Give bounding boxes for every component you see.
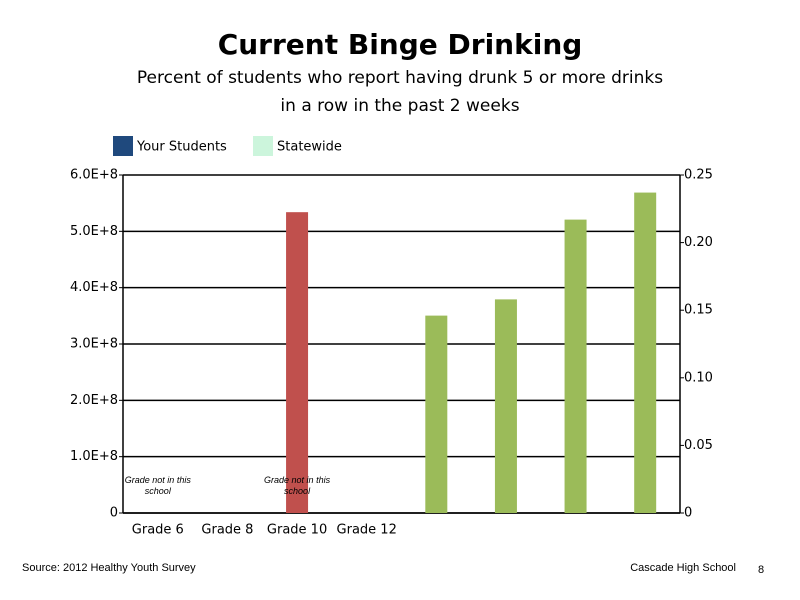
x-tick-label: Grade 8: [201, 523, 253, 538]
legend-swatch: [113, 136, 133, 156]
legend-label: Statewide: [277, 140, 342, 155]
y2-tick-label: 0.05: [684, 438, 713, 453]
x-tick-label: Grade 12: [337, 523, 397, 538]
page-number: 8: [758, 564, 764, 576]
annotation: Grade not in this school: [124, 475, 191, 496]
source: Source: 2012 Healthy Youth Survey: [22, 562, 196, 574]
y2-tick-label: 0: [684, 506, 692, 521]
y-tick-label: 3.0E+8: [70, 337, 118, 352]
chart-title: Current Binge Drinking: [218, 28, 583, 61]
chart-subtitle: Percent of students who report having dr…: [137, 68, 663, 88]
y-tick-label: 5.0E+8: [70, 224, 118, 239]
y-tick-label: 6.0E+8: [70, 168, 118, 183]
annotation: Grade not in this school: [264, 475, 331, 496]
bar: [564, 219, 587, 513]
y2-tick-label: 0.25: [684, 168, 713, 183]
y-tick-label: 4.0E+8: [70, 280, 118, 295]
y-tick-label: 0: [110, 506, 118, 521]
x-tick-label: Grade 6: [132, 523, 184, 538]
y2-tick-label: 0.20: [684, 235, 713, 250]
bar: [494, 299, 517, 513]
y-tick-label: 1.0E+8: [70, 449, 118, 464]
school-name: Cascade High School: [630, 562, 736, 574]
y-tick-label: 2.0E+8: [70, 393, 118, 408]
bar: [286, 212, 309, 513]
y2-tick-label: 0.15: [684, 303, 713, 318]
legend-label: Your Students: [136, 140, 227, 155]
bar: [634, 192, 657, 514]
bar: [425, 315, 448, 513]
x-tick-label: Grade 10: [267, 523, 327, 538]
legend-swatch: [253, 136, 273, 156]
chart-subtitle: in a row in the past 2 weeks: [280, 96, 519, 116]
y2-tick-label: 0.10: [684, 370, 713, 385]
